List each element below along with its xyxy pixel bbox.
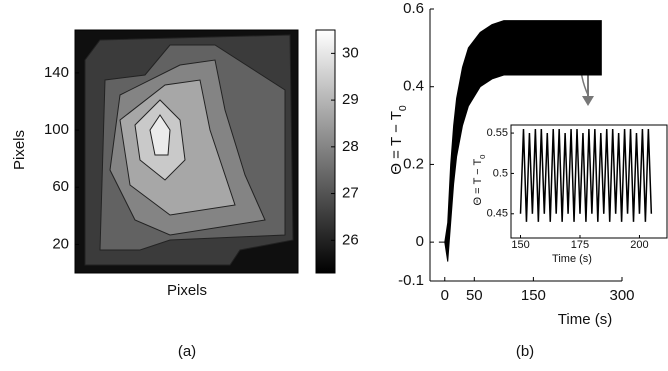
colorbar-tick-label: 30 xyxy=(342,44,359,61)
y-tick-label: 0.4 xyxy=(403,78,424,95)
colorbar-tick-label: 27 xyxy=(342,185,359,202)
x-tick-label: 150 xyxy=(521,287,546,304)
y-tick-label: 0.6 xyxy=(403,0,424,17)
y-axis-label-sub: 0 xyxy=(478,155,487,159)
colorbar-tick-label: 29 xyxy=(342,91,359,108)
inset-y-tick-label: 0.45 xyxy=(487,208,508,220)
x-tick-label: 300 xyxy=(609,287,634,304)
y-axis-label-sub: 0 xyxy=(397,105,409,111)
inset-x-tick-label: 150 xyxy=(511,239,529,251)
signal-band xyxy=(438,20,602,262)
inset-y-tick-label: 0.55 xyxy=(487,127,508,139)
colorbar-tick-label: 26 xyxy=(342,231,359,248)
signal-line xyxy=(519,129,653,222)
colorbar xyxy=(315,29,336,274)
x-tick-label: 0 xyxy=(441,287,449,304)
caption: (b) xyxy=(516,343,534,360)
arrow-head xyxy=(582,96,594,106)
y-axis-label-text: Θ = T − T xyxy=(472,159,484,206)
y-axis-label: Pixels xyxy=(11,130,28,170)
y-axis-label: Θ = T − T0 xyxy=(388,105,409,175)
inset-x-axis-label: Time (s) xyxy=(552,253,592,265)
x-tick-label: 50 xyxy=(466,287,483,304)
inset-y-tick-label: 0.5 xyxy=(493,167,508,179)
x-axis-label: Time (s) xyxy=(558,311,612,328)
y-tick-label: 0.2 xyxy=(403,155,424,172)
plot-frame xyxy=(74,29,299,274)
contour-region xyxy=(149,114,171,156)
y-tick-label: 100 xyxy=(44,121,69,138)
y-tick-label: -0.1 xyxy=(398,272,424,289)
y-tick-label: 0 xyxy=(416,233,424,250)
y-axis-label-text: Θ = T − T xyxy=(388,111,405,175)
x-axis-label: Pixels xyxy=(167,282,207,299)
caption: (a) xyxy=(178,343,196,360)
y-tick-label: 60 xyxy=(52,178,69,195)
inset-x-tick-label: 175 xyxy=(571,239,589,251)
y-tick-label: 140 xyxy=(44,64,69,81)
inset-x-tick-label: 200 xyxy=(630,239,648,251)
y-tick-label: 20 xyxy=(52,235,69,252)
y-axis-label: Θ = T − T0 xyxy=(472,155,487,206)
colorbar-tick-label: 28 xyxy=(342,138,359,155)
